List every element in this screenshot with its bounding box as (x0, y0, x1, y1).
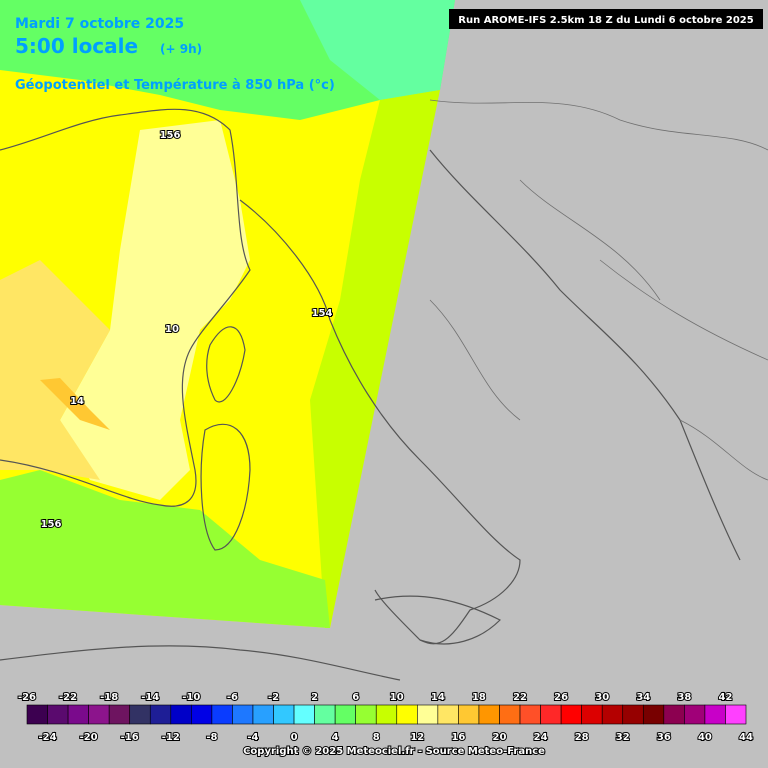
legend-swatch (601, 704, 624, 725)
legend-label: -16 (121, 732, 139, 743)
legend-label: -6 (227, 692, 238, 703)
legend-label: 26 (554, 692, 568, 703)
legend-swatch (725, 704, 747, 725)
legend-label: -18 (100, 692, 118, 703)
legend-label: 10 (390, 692, 404, 703)
contour-label: 156 (41, 519, 62, 530)
legend-label: -14 (141, 692, 159, 703)
legend-label: 24 (534, 732, 548, 743)
legend-swatch (560, 704, 582, 725)
legend-swatch (478, 704, 500, 725)
legend-label: 28 (575, 732, 589, 743)
legend-swatch (211, 704, 233, 725)
legend-swatch (437, 704, 459, 725)
legend-swatch (108, 704, 131, 725)
legend-label: -4 (247, 732, 258, 743)
run-box (449, 9, 763, 29)
legend-swatch (355, 704, 377, 725)
legend-label: -10 (182, 692, 200, 703)
legend-swatch (149, 704, 172, 725)
legend-swatch (129, 704, 151, 725)
legend-label: 6 (352, 692, 359, 703)
legend-label: -26 (18, 692, 36, 703)
legend-swatch (232, 704, 254, 725)
legend-swatch (170, 704, 192, 725)
legend-label: -12 (162, 732, 180, 743)
legend-swatch (47, 704, 69, 725)
legend-label: 18 (472, 692, 486, 703)
legend-swatch (26, 704, 48, 725)
copyright: Copyright © 2025 Meteociel.fr - Source M… (243, 746, 545, 757)
legend-label: -22 (59, 692, 77, 703)
legend-label: 36 (657, 732, 671, 743)
legend-label: 12 (410, 732, 424, 743)
legend-label: 32 (616, 732, 630, 743)
legend-swatch (519, 704, 541, 725)
time: 5:00 locale (15, 34, 138, 58)
legend-swatch (88, 704, 110, 725)
legend-label: 16 (451, 732, 465, 743)
offset: (+ 9h) (160, 42, 202, 56)
legend-swatch (663, 704, 685, 725)
legend-swatch (314, 704, 336, 725)
legend: -26-24-22-20-18-16-14-12-10-8-6-4-202468… (17, 691, 754, 744)
legend-swatch (642, 704, 665, 725)
legend-label: 30 (595, 692, 609, 703)
legend-swatch (622, 704, 644, 725)
contour-label: 154 (312, 308, 333, 319)
legend-label: 44 (739, 732, 753, 743)
legend-swatch (499, 704, 521, 725)
legend-swatch (273, 704, 295, 725)
contour-label: 156 (160, 130, 181, 141)
legend-swatch (704, 704, 726, 725)
legend-label: -8 (206, 732, 217, 743)
legend-label: 38 (677, 692, 691, 703)
legend-swatch (252, 704, 274, 725)
legend-swatch (417, 704, 439, 725)
legend-swatch (191, 704, 213, 725)
legend-swatch (67, 704, 89, 725)
date: Mardi 7 octobre 2025 (15, 16, 184, 32)
legend-swatch (396, 704, 418, 725)
legend-swatch (334, 704, 356, 725)
legend-label: 42 (718, 692, 732, 703)
legend-label: -2 (268, 692, 279, 703)
legend-label: -20 (80, 732, 98, 743)
legend-label: 8 (373, 732, 380, 743)
legend-label: 2 (311, 692, 318, 703)
run-label: Run AROME-IFS 2.5km 18 Z du Lundi 6 octo… (458, 15, 753, 26)
contour-label: 10 (165, 324, 179, 335)
legend-label: 20 (493, 732, 507, 743)
legend-swatch (375, 704, 398, 725)
legend-swatch (684, 704, 706, 725)
field: Géopotentiel et Température à 850 hPa (°… (15, 78, 335, 93)
legend-label: 14 (431, 692, 445, 703)
contour-labels: 156 10 154 14 156 (40, 129, 334, 531)
legend-label: -24 (39, 732, 57, 743)
coastlines (0, 99, 768, 681)
model-domain (0, 0, 455, 628)
legend-swatch (540, 704, 562, 725)
legend-label: 0 (291, 732, 298, 743)
legend-label: 34 (636, 692, 650, 703)
legend-label: 4 (332, 732, 339, 743)
legend-swatch (293, 704, 315, 725)
legend-swatch (581, 704, 603, 725)
legend-swatch (458, 704, 480, 725)
legend-label: 22 (513, 692, 527, 703)
legend-label: 40 (698, 732, 712, 743)
contour-label: 14 (70, 396, 84, 407)
